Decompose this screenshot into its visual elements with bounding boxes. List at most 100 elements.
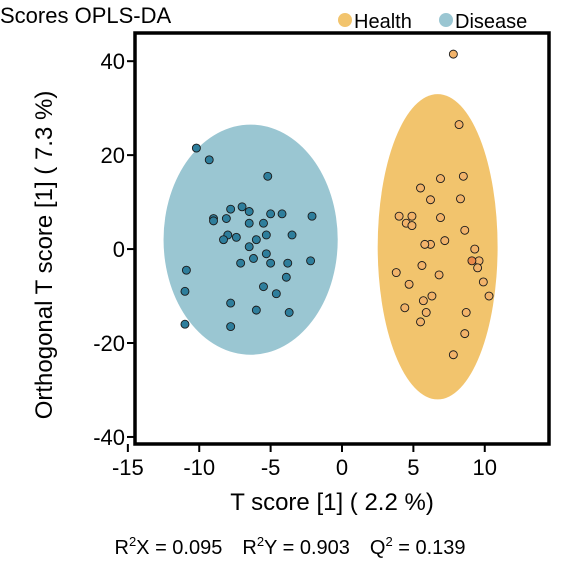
data-point-health (448, 350, 458, 360)
confidence-ellipse-health (377, 94, 498, 400)
data-point-disease (244, 218, 254, 228)
x-axis-label: T score [1] ( 2.2 %) (230, 489, 434, 516)
data-point-health (456, 194, 465, 204)
y-axis: -40 -20 0 20 40 (93, 49, 136, 450)
legend-item-disease: Disease (439, 11, 527, 33)
legend-label-disease: Disease (455, 11, 527, 33)
data-point-disease (266, 258, 276, 268)
data-point-disease (306, 256, 316, 266)
data-point-disease (284, 308, 294, 317)
r2x-sup: 2 (129, 534, 136, 549)
data-point-health (394, 211, 404, 221)
y-tick-label: -20 (93, 331, 125, 356)
y-axis-label: Orthogonal T score [1] ( 7.3 %) (31, 91, 58, 420)
data-point-disease (191, 143, 201, 153)
data-point-health (461, 308, 471, 317)
x-tick-label: -15 (112, 455, 144, 480)
legend-label-health: Health (354, 11, 412, 33)
data-point-health (420, 239, 430, 249)
legend-swatch-health (338, 13, 352, 27)
data-point-disease (283, 258, 293, 268)
data-point-health (460, 225, 470, 235)
x-tick-label: 10 (473, 455, 497, 480)
data-point-health (418, 296, 428, 306)
data-point-disease (236, 258, 246, 268)
r2x-prefix: R (114, 537, 128, 559)
data-point-disease (221, 214, 231, 223)
x-tick-label: 0 (336, 455, 348, 480)
data-point-health (421, 308, 431, 317)
data-point-disease (209, 216, 218, 226)
data-point-disease (244, 207, 254, 216)
data-point-disease (251, 235, 261, 245)
x-tick-label: -5 (261, 455, 281, 480)
data-point-health (416, 317, 425, 327)
data-point-disease (237, 202, 247, 212)
data-point-disease (307, 211, 317, 221)
x-tick-label: 5 (407, 455, 419, 480)
data-point-health (436, 213, 445, 223)
data-point-health (391, 268, 401, 278)
data-point-disease (259, 282, 268, 292)
data-point-disease (261, 230, 271, 240)
data-point-health (473, 263, 483, 273)
data-point-disease (180, 286, 190, 296)
data-point-disease (281, 272, 291, 282)
data-point-disease (226, 204, 236, 214)
x-tick-label: -10 (183, 455, 215, 480)
data-point-health (460, 329, 470, 339)
legend: Health Disease (338, 11, 527, 33)
data-point-health (417, 261, 427, 270)
data-point-disease (244, 242, 254, 252)
y-tick-label: -40 (93, 425, 125, 450)
data-point-disease (277, 209, 287, 219)
data-point-health (478, 277, 488, 287)
data-point-disease (231, 232, 241, 242)
data-point-disease (226, 322, 236, 332)
q2-prefix: Q (370, 537, 386, 559)
data-point-health (484, 291, 494, 301)
data-point-disease (249, 254, 258, 263)
data-point-disease (251, 305, 261, 315)
data-point-health (440, 236, 450, 246)
confidence-ellipse-disease (163, 124, 338, 355)
data-point-disease (204, 155, 214, 165)
data-point-health (470, 244, 480, 254)
data-point-health (427, 291, 437, 301)
data-point-disease (180, 319, 190, 329)
data-point-disease (266, 209, 276, 219)
data-point-health (434, 270, 444, 280)
q2-sup: 2 (385, 534, 392, 549)
chart-title: Scores OPLS-DA (0, 3, 171, 28)
data-point-health (416, 183, 425, 193)
score-points (180, 49, 494, 360)
data-point-health (454, 120, 464, 130)
data-point-health (407, 211, 417, 221)
data-point-health (458, 171, 468, 181)
data-point-health (448, 49, 458, 59)
y-tick-label: 0 (113, 237, 125, 262)
r2y-prefix: R (242, 537, 256, 559)
data-point-disease (263, 171, 273, 181)
data-point-disease (219, 235, 228, 245)
r2y-value: Y = 0.903 (264, 537, 350, 559)
data-point-health (404, 279, 414, 289)
confidence-ellipses (163, 94, 498, 400)
y-tick-label: 40 (101, 49, 125, 74)
data-point-disease (287, 230, 297, 240)
data-point-disease (259, 218, 268, 228)
data-point-disease (226, 298, 236, 308)
legend-item-health: Health (338, 11, 412, 33)
data-point-health (436, 174, 445, 184)
model-stats: R2X = 0.095 R2Y = 0.903 Q2 = 0.139 (114, 534, 465, 559)
data-point-disease (261, 249, 271, 259)
data-point-disease (271, 289, 281, 299)
r2x-value: X = 0.095 (136, 537, 222, 559)
data-point-disease (181, 265, 191, 275)
data-point-health (426, 195, 435, 205)
r2y-sup: 2 (257, 534, 264, 549)
legend-swatch-disease (439, 13, 453, 27)
x-axis: -15 -10 -5 0 5 10 (112, 443, 497, 480)
data-point-health-highlight (467, 256, 477, 266)
